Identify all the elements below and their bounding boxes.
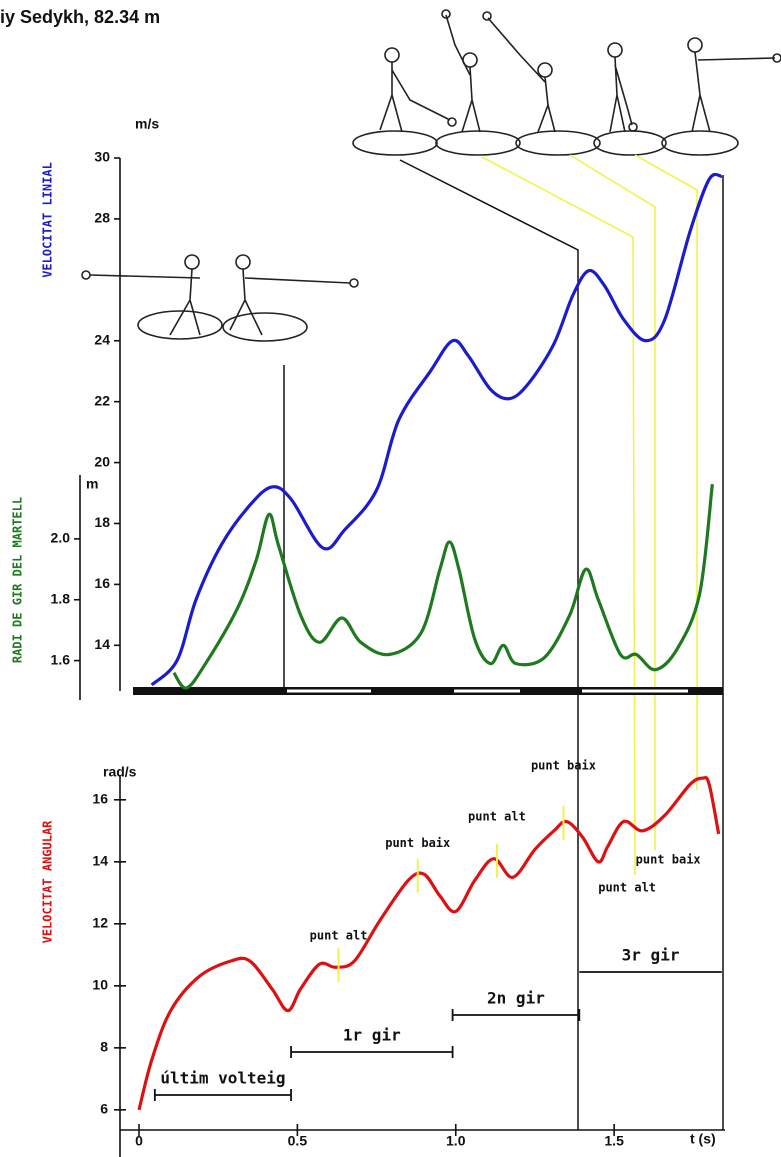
y-tick-label: 6: [100, 1101, 108, 1117]
phase-label: 3r gir: [622, 946, 680, 965]
y-tick-label: 30: [94, 149, 110, 165]
x-tick-label: 1.0: [446, 1133, 466, 1149]
annotation-label: punt alt: [468, 809, 526, 823]
y-tick-label: 12: [92, 915, 108, 931]
y-axis-title: VELOCITAT ANGULAR: [41, 820, 55, 944]
y-tick-label: 10: [92, 977, 108, 993]
annotation-label: punt baix: [385, 836, 450, 850]
annotation-label: punt alt: [598, 881, 656, 895]
x-tick-label: 1.5: [604, 1133, 624, 1149]
phase-label: 1r gir: [343, 1026, 401, 1045]
annotation-label: punt baix: [636, 853, 701, 867]
velocity-line: [150, 172, 723, 687]
y2-tick-label: 1.6: [51, 651, 71, 667]
y-tick-label: 8: [100, 1039, 108, 1055]
y-tick-label: 22: [94, 392, 110, 408]
y-unit-label: rad/s: [103, 764, 137, 780]
x-tick-label: 0.5: [288, 1133, 308, 1149]
page-title: iy Sedykh, 82.34 m: [0, 7, 160, 27]
y-tick-label: 16: [94, 575, 110, 591]
y-tick-label: 20: [94, 453, 110, 469]
phase-label: 2n gir: [487, 989, 545, 1008]
guide-lines: [283, 154, 724, 1130]
y-tick-label: 24: [94, 331, 110, 347]
y-unit-label: m/s: [135, 116, 159, 132]
y2-tick-label: 2.0: [51, 530, 71, 546]
annotation-label: punt alt: [310, 929, 368, 943]
athlete-figures-left: [81, 254, 359, 342]
support-bar: [133, 687, 723, 695]
y2-axis-title: RADI DE GIR DEL MARTELL: [11, 497, 25, 663]
y2-unit-label: m: [86, 476, 98, 492]
y-tick-label: 28: [94, 210, 110, 226]
angular-velocity-line: [137, 776, 721, 1111]
x-axis-label: t (s): [690, 1131, 716, 1147]
y-tick-label: 14: [94, 636, 110, 652]
y-tick-label: 14: [92, 853, 108, 869]
y2-tick-label: 1.8: [51, 590, 71, 606]
athlete-figures-top: [352, 9, 781, 156]
y-tick-label: 18: [94, 514, 110, 530]
y-axis-title: VELOCITAT LINIAL: [41, 162, 55, 278]
y-tick-label: 16: [92, 791, 108, 807]
annotation-label: punt baix: [531, 758, 596, 772]
phase-label: últim volteig: [160, 1069, 285, 1088]
axes: [79, 158, 725, 1157]
x-tick-label: 0: [135, 1133, 143, 1149]
radius-line: [172, 483, 714, 690]
